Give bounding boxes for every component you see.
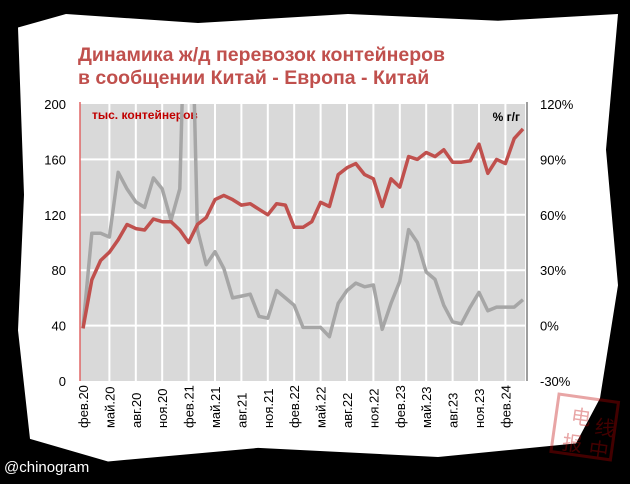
x-tick-label: ноя.21 bbox=[261, 388, 276, 428]
x-tick-label: авг.21 bbox=[234, 393, 249, 428]
left-tick-label: 200 bbox=[44, 97, 66, 112]
x-tick-label: ноя.20 bbox=[155, 388, 170, 428]
right-tick-label: 0% bbox=[540, 319, 559, 334]
x-tick-label: май.22 bbox=[314, 386, 329, 428]
chart-title-line-1: Динамика ж/д перевозок контейнеров bbox=[78, 44, 446, 66]
x-tick-label: авг.22 bbox=[340, 393, 355, 428]
x-tick-label: фев.22 bbox=[287, 385, 302, 428]
x-tick-label: фев.20 bbox=[76, 385, 91, 428]
stamp: 电 线 报 中 bbox=[549, 392, 621, 464]
x-tick-label: авг.23 bbox=[446, 393, 461, 428]
left-tick-label: 40 bbox=[52, 319, 66, 334]
left-tick-label: 160 bbox=[44, 152, 66, 167]
right-axis-label: % г/г bbox=[493, 110, 520, 124]
right-tick-label: 90% bbox=[540, 152, 566, 167]
left-tick-label: 120 bbox=[44, 208, 66, 223]
svg-text:中: 中 bbox=[587, 438, 610, 464]
watermark-handle: @chinogram bbox=[4, 459, 90, 476]
chart-title-line-2: в сообщении Китай - Европа - Китай bbox=[78, 67, 430, 89]
x-tick-label: фев.24 bbox=[498, 385, 513, 428]
x-tick-label: май.23 bbox=[419, 386, 434, 428]
x-tick-label: фев.23 bbox=[393, 385, 408, 428]
svg-text:报: 报 bbox=[561, 431, 584, 457]
right-tick-label: -30% bbox=[540, 374, 571, 389]
x-tick-label: авг.20 bbox=[129, 393, 144, 428]
right-tick-label: 60% bbox=[540, 208, 566, 223]
x-tick-label: ноя.22 bbox=[366, 388, 381, 428]
right-tick-label: 120% bbox=[540, 97, 574, 112]
left-tick-label: 0 bbox=[59, 374, 66, 389]
plot-area bbox=[80, 104, 525, 381]
svg-text:电: 电 bbox=[569, 405, 592, 431]
x-tick-label: фев.21 bbox=[182, 385, 197, 428]
x-tick-label: ноя.23 bbox=[472, 388, 487, 428]
left-tick-label: 80 bbox=[52, 263, 66, 278]
right-tick-label: 30% bbox=[540, 263, 566, 278]
chart-title: Динамика ж/д перевозок контейнеров в соо… bbox=[78, 44, 445, 90]
svg-text:线: 线 bbox=[593, 415, 616, 441]
x-tick-label: май.20 bbox=[102, 386, 117, 428]
left-axis-label: тыс. контейнеров bbox=[92, 108, 198, 122]
x-tick-label: май.21 bbox=[208, 386, 223, 428]
